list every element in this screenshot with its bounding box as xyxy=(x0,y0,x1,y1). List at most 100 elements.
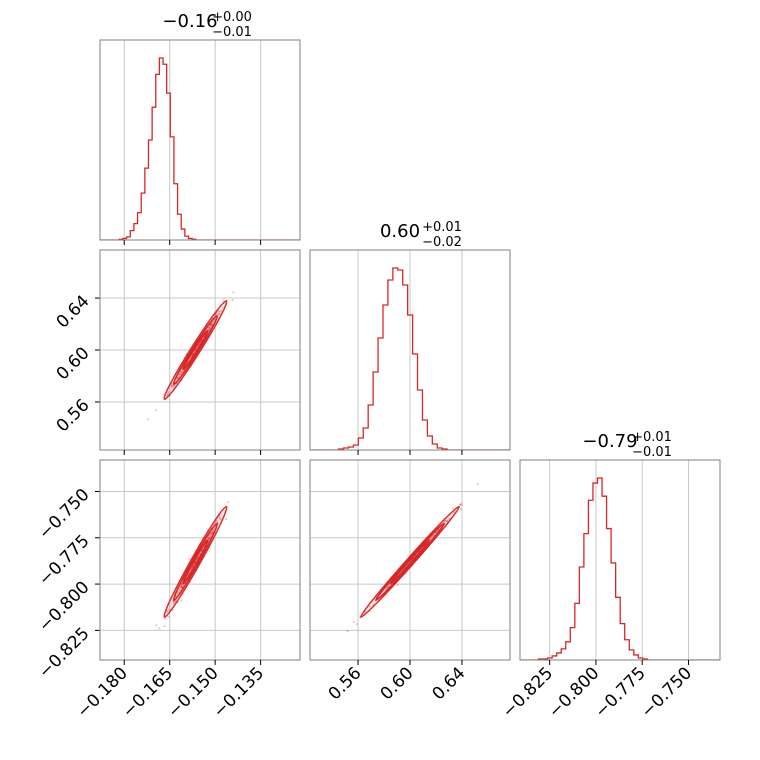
sample-point xyxy=(170,384,173,387)
panel-title: −0.79 xyxy=(582,431,637,452)
histogram-step-line xyxy=(310,267,510,450)
sample-point xyxy=(368,605,371,608)
histogram-panel-1: 0.60 +0.01−0.02 xyxy=(309,220,511,455)
sample-point xyxy=(180,586,184,589)
y-tick-label: −0.825 xyxy=(35,624,94,683)
sample-point xyxy=(180,599,183,602)
scatter-panel-2-0: −0.825−0.800−0.775−0.750−0.180−0.165−0.1… xyxy=(35,459,301,722)
contour-level xyxy=(389,539,431,585)
sample-point xyxy=(196,556,199,559)
sample-point xyxy=(180,586,183,589)
sample-point xyxy=(346,629,349,633)
panel-title-lower-error: −0.02 xyxy=(422,235,462,250)
contour-level xyxy=(182,539,209,585)
sample-point xyxy=(355,622,358,626)
sample-point xyxy=(178,373,182,376)
sample-point xyxy=(196,557,199,560)
panel-title: −0.16 xyxy=(162,11,217,32)
sample-point xyxy=(217,312,220,315)
sample-point xyxy=(446,520,449,523)
sample-point xyxy=(155,624,158,627)
sample-point xyxy=(218,515,221,518)
x-tick-label: 0.56 xyxy=(325,663,366,704)
sample-point xyxy=(452,507,455,510)
sample-point xyxy=(168,608,171,611)
sample-point xyxy=(218,517,222,520)
sample-point xyxy=(158,627,161,630)
contour-level xyxy=(163,505,228,618)
sample-point xyxy=(209,533,212,536)
sample-point xyxy=(445,519,448,523)
sample-point xyxy=(217,313,220,316)
sample-point xyxy=(180,584,183,588)
panel-frame xyxy=(99,459,301,661)
sample-point xyxy=(163,625,166,628)
histogram-step-line xyxy=(100,57,300,240)
sample-point xyxy=(352,620,355,624)
panel-frame xyxy=(99,39,301,241)
sample-point xyxy=(209,326,212,329)
sample-point xyxy=(194,348,197,352)
x-tick-label: −0.750 xyxy=(637,663,696,722)
sample-point xyxy=(459,503,462,506)
sample-point xyxy=(165,610,168,614)
sample-point xyxy=(396,584,399,587)
sample-point xyxy=(219,518,222,521)
panel-title-upper-error: +0.00 xyxy=(212,10,252,25)
sample-point xyxy=(177,376,180,379)
sample-point xyxy=(179,370,182,373)
sample-point xyxy=(192,352,195,355)
histogram-panel-2: −0.79+0.01−0.01 −0.825−0.800−0.775−0.750 xyxy=(499,430,721,722)
x-tick-label: 0.60 xyxy=(377,663,418,704)
y-tick-label: 0.60 xyxy=(53,343,94,384)
sample-point xyxy=(208,326,211,330)
sample-point xyxy=(210,324,213,327)
x-tick-label: −0.800 xyxy=(545,663,604,722)
sample-point xyxy=(210,532,213,535)
contour-level xyxy=(182,329,209,371)
sample-point xyxy=(207,537,211,541)
panel-title-lower-error: −0.01 xyxy=(212,25,252,40)
sample-point xyxy=(215,520,218,523)
sample-point xyxy=(179,588,182,591)
panel-frame xyxy=(519,459,721,661)
sample-point xyxy=(179,372,183,375)
sample-point xyxy=(167,615,170,618)
panel-title-lower-error: −0.01 xyxy=(632,445,672,460)
sample-point xyxy=(476,483,479,486)
y-tick-label: −0.775 xyxy=(35,531,94,590)
sample-point xyxy=(227,500,230,504)
sample-point xyxy=(210,532,213,535)
sample-point xyxy=(207,536,210,539)
y-tick-label: 0.56 xyxy=(53,395,94,436)
sample-point xyxy=(180,586,183,589)
sample-point xyxy=(167,391,170,394)
sample-point xyxy=(207,536,211,539)
sample-point xyxy=(173,384,176,387)
sample-point xyxy=(459,507,463,510)
scatter-panel-1-0: 0.56 0.60 0.64 xyxy=(53,249,301,455)
sample-point xyxy=(166,609,169,612)
sample-point xyxy=(172,384,175,387)
y-tick-label: 0.64 xyxy=(53,291,94,332)
scatter-panel-2-1: 0.56 0.60 0.64 xyxy=(309,459,511,704)
sample-point xyxy=(167,392,170,395)
y-tick-label: −0.800 xyxy=(35,577,94,636)
sample-point xyxy=(170,385,174,388)
sample-point xyxy=(218,310,221,313)
sample-point xyxy=(459,503,462,506)
panel-title-upper-error: +0.01 xyxy=(632,430,672,445)
x-tick-label: −0.825 xyxy=(499,663,558,722)
sample-point xyxy=(209,324,212,327)
sample-point xyxy=(222,299,225,302)
sample-point xyxy=(191,565,194,568)
sample-point xyxy=(154,409,158,412)
sample-point xyxy=(181,370,184,374)
histogram-step-line xyxy=(520,477,720,660)
sample-point xyxy=(210,323,213,326)
sample-point xyxy=(231,298,234,301)
sample-point xyxy=(164,617,167,620)
sample-point xyxy=(196,556,199,559)
sample-point xyxy=(460,503,463,506)
